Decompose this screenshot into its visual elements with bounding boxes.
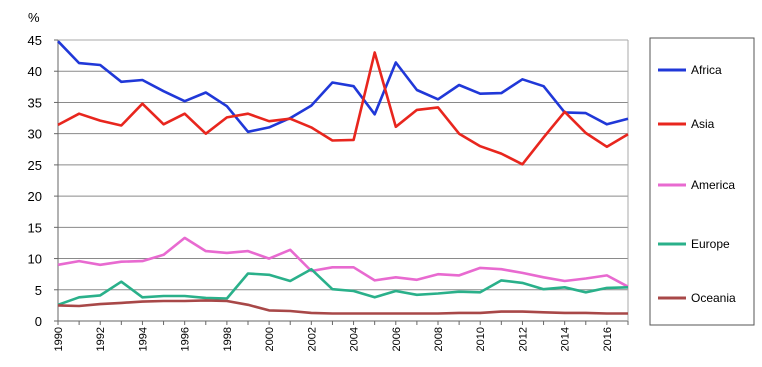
legend-label-oceania: Oceania bbox=[691, 291, 736, 305]
x-tick-label: 1990 bbox=[53, 327, 65, 351]
legend-label-europe: Europe bbox=[691, 237, 730, 251]
x-tick-label: 1994 bbox=[137, 327, 149, 351]
x-tick-label: 2012 bbox=[517, 327, 529, 351]
legend-label-asia: Asia bbox=[691, 117, 715, 131]
x-tick-label: 2000 bbox=[264, 327, 276, 351]
x-tick-labels: 1990 1992 1994 1996 1998 2000 2002 2004 2006 2008… bbox=[53, 327, 614, 351]
series-lines bbox=[57, 40, 629, 315]
x-tick-label: 1996 bbox=[180, 327, 192, 351]
legend-box bbox=[649, 37, 755, 326]
series-line-europe bbox=[57, 267, 629, 307]
x-tick-label: 2008 bbox=[433, 327, 445, 351]
x-tick-label: 2006 bbox=[391, 327, 403, 351]
y-tick-label: 35 bbox=[28, 95, 42, 110]
gridlines bbox=[58, 39, 628, 291]
series-line-oceania bbox=[57, 299, 628, 315]
y-tick-label: 25 bbox=[28, 158, 42, 173]
x-tick-label: 1998 bbox=[222, 327, 234, 351]
series-line-africa bbox=[57, 40, 629, 134]
series-line-america bbox=[57, 236, 629, 288]
y-tick-label: 30 bbox=[28, 127, 42, 142]
y-tick-labels: 0 5 10 15 20 25 30 35 40 45 bbox=[28, 33, 42, 329]
legend: Africa Asia America Europe Oceania bbox=[649, 37, 755, 326]
x-tick-label: 2016 bbox=[602, 327, 614, 351]
x-tick-label: 1992 bbox=[95, 327, 107, 351]
x-tick-label: 2010 bbox=[475, 327, 487, 351]
y-tick-label: 40 bbox=[28, 64, 42, 79]
legend-label-america: America bbox=[691, 178, 735, 192]
x-tick-label: 2002 bbox=[306, 327, 318, 351]
y-tick-label: 5 bbox=[35, 283, 42, 298]
x-tick-label: 2014 bbox=[560, 327, 572, 351]
legend-label-africa: Africa bbox=[691, 63, 722, 77]
y-axis-label: % bbox=[28, 10, 40, 25]
axes bbox=[54, 39, 629, 325]
y-tick-label: 0 bbox=[35, 314, 42, 329]
x-tick-label: 2004 bbox=[349, 327, 361, 351]
series-line-asia bbox=[57, 51, 629, 166]
y-tick-label: 10 bbox=[28, 252, 42, 267]
y-tick-label: 20 bbox=[28, 189, 42, 204]
y-tick-label: 15 bbox=[28, 220, 42, 235]
y-tick-label: 45 bbox=[28, 33, 42, 48]
